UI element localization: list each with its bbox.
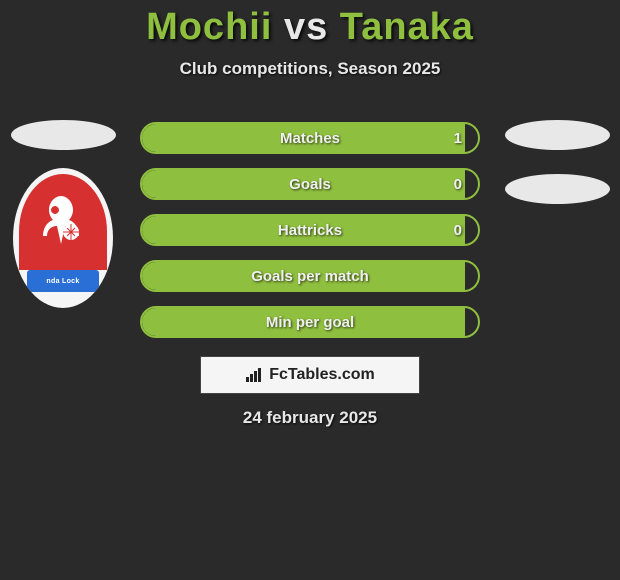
stat-row-hattricks: Hattricks 0 xyxy=(140,214,480,246)
right-column xyxy=(502,120,612,222)
club2-placeholder-icon xyxy=(505,174,610,204)
stat-value: 0 xyxy=(454,216,462,244)
brand-box[interactable]: FcTables.com xyxy=(200,356,420,394)
stat-label: Goals xyxy=(142,170,478,198)
page-title: Mochii vs Tanaka xyxy=(0,0,620,49)
stat-label: Matches xyxy=(142,124,478,152)
chart-icon xyxy=(245,367,265,383)
club-badge: nda Lock xyxy=(13,168,113,308)
player2-placeholder-icon xyxy=(505,120,610,150)
stat-value: 1 xyxy=(454,124,462,152)
stat-label: Min per goal xyxy=(142,308,478,336)
stat-label: Hattricks xyxy=(142,216,478,244)
vs-separator: vs xyxy=(284,6,328,48)
subtitle: Club competitions, Season 2025 xyxy=(0,59,620,79)
stat-row-goals-per-match: Goals per match xyxy=(140,260,480,292)
bird-icon xyxy=(35,192,87,248)
player1-placeholder-icon xyxy=(11,120,116,150)
badge-bottom-text: nda Lock xyxy=(46,278,79,285)
stat-value: 0 xyxy=(454,170,462,198)
date-text: 24 february 2025 xyxy=(0,408,620,428)
stat-label: Goals per match xyxy=(142,262,478,290)
stat-row-matches: Matches 1 xyxy=(140,122,480,154)
stats-list: Matches 1 Goals 0 Hattricks 0 Goals per … xyxy=(140,122,480,352)
badge-oval: nda Lock xyxy=(13,168,113,308)
player2-name: Tanaka xyxy=(340,6,474,48)
player1-name: Mochii xyxy=(146,6,272,48)
brand-text: FcTables.com xyxy=(269,366,375,384)
badge-bottom-panel: nda Lock xyxy=(27,270,99,292)
left-column: nda Lock xyxy=(8,120,118,308)
stat-row-goals: Goals 0 xyxy=(140,168,480,200)
stat-row-min-per-goal: Min per goal xyxy=(140,306,480,338)
